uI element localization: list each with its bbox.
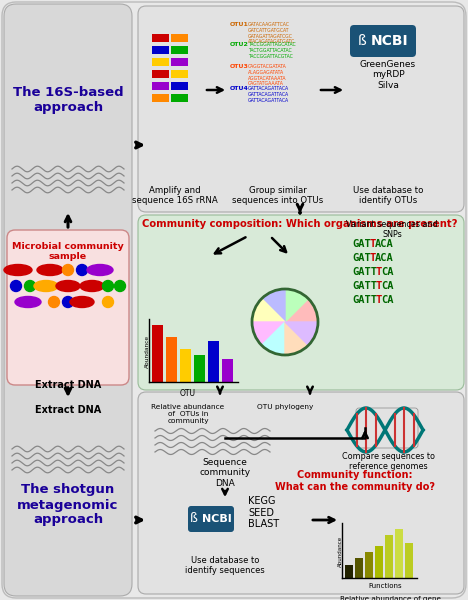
Text: OTU4: OTU4	[230, 86, 249, 91]
Text: GATACAAGATTCAC
GATCATTGATGCAT
GATAGATTAGATCGC
ATACAGATAGATGATC: GATACAAGATTCAC GATCATTGATGCAT GATAGATTAG…	[248, 22, 295, 44]
Bar	[171, 70, 188, 78]
Text: Group similar
sequences into OTUs: Group similar sequences into OTUs	[233, 185, 324, 205]
Text: OTU: OTU	[180, 389, 196, 398]
Text: Abundance: Abundance	[337, 535, 343, 566]
FancyBboxPatch shape	[4, 4, 132, 596]
Text: ACA: ACA	[375, 239, 394, 249]
FancyBboxPatch shape	[138, 6, 464, 212]
Text: OTU3: OTU3	[230, 64, 249, 69]
Text: Functions: Functions	[368, 583, 402, 589]
FancyBboxPatch shape	[7, 230, 129, 385]
Text: GATT: GATT	[352, 281, 377, 291]
Ellipse shape	[56, 280, 80, 292]
Circle shape	[63, 296, 73, 307]
Bar	[152, 46, 169, 54]
Bar	[171, 58, 188, 66]
Bar	[152, 82, 169, 90]
Ellipse shape	[37, 265, 63, 275]
Text: GATTACAGATTACA
GATTACAGATTACA
GATTACAGATTACA: GATTACAGATTACA GATTACAGATTACA GATTACAGAT…	[248, 86, 289, 103]
Circle shape	[24, 280, 36, 292]
Text: Use database to
identify sequences: Use database to identify sequences	[185, 556, 265, 575]
Text: OTU phylogeny: OTU phylogeny	[257, 404, 313, 410]
Bar	[395, 529, 403, 578]
FancyBboxPatch shape	[350, 25, 416, 57]
Text: Amplify and
sequence 16S rRNA: Amplify and sequence 16S rRNA	[132, 185, 218, 205]
Text: Community function:
What can the community do?: Community function: What can the communi…	[275, 470, 435, 491]
Bar	[152, 58, 169, 66]
Bar	[405, 542, 413, 578]
Polygon shape	[285, 322, 318, 346]
Circle shape	[63, 265, 73, 275]
Text: NCBI: NCBI	[202, 514, 232, 524]
Text: Compare sequences to
reference genomes: Compare sequences to reference genomes	[342, 452, 434, 472]
Polygon shape	[285, 289, 308, 322]
Bar	[208, 341, 219, 382]
Text: OTU2: OTU2	[230, 42, 249, 47]
Circle shape	[102, 296, 114, 307]
Ellipse shape	[80, 280, 104, 292]
Bar	[222, 359, 233, 382]
Ellipse shape	[4, 265, 32, 275]
Circle shape	[49, 296, 59, 307]
Text: T: T	[375, 281, 381, 291]
Polygon shape	[252, 299, 285, 322]
Circle shape	[76, 265, 88, 275]
Text: Variant sequences and
SNPs: Variant sequences and SNPs	[346, 220, 438, 239]
Ellipse shape	[87, 265, 113, 275]
Text: ACA: ACA	[375, 253, 394, 263]
Text: Microbial community
sample: Microbial community sample	[12, 242, 124, 262]
Bar	[152, 325, 163, 382]
Bar	[355, 558, 363, 578]
Text: CA: CA	[381, 281, 394, 291]
Polygon shape	[252, 322, 285, 346]
Bar	[171, 34, 188, 42]
Text: T: T	[369, 253, 376, 263]
Polygon shape	[262, 322, 285, 355]
Text: CA: CA	[381, 267, 394, 277]
Text: OTU1: OTU1	[230, 22, 249, 27]
Bar	[365, 552, 373, 578]
Text: ß: ß	[358, 34, 366, 48]
Circle shape	[10, 280, 22, 292]
Bar	[345, 565, 353, 578]
Ellipse shape	[34, 280, 58, 292]
Text: The shotgun
metagenomic
approach: The shotgun metagenomic approach	[17, 484, 119, 527]
Text: T: T	[375, 267, 381, 277]
Text: Extract DNA: Extract DNA	[35, 380, 101, 390]
Text: The 16S-based
approach: The 16S-based approach	[13, 86, 123, 114]
Polygon shape	[262, 289, 285, 322]
Text: T: T	[369, 239, 376, 249]
Text: Abundance: Abundance	[145, 334, 149, 368]
Text: Extract DNA: Extract DNA	[35, 405, 101, 415]
Text: Relative abundance of gene
pathways in community: Relative abundance of gene pathways in c…	[339, 596, 440, 600]
Text: Sequence
community
DNA: Sequence community DNA	[199, 458, 250, 488]
Text: CAGGTACGATATA
ALAGGAGATATA
AGGTACATAAATA
CAGTATGAAATA: CAGGTACGATATA ALAGGAGATATA AGGTACATAAATA…	[248, 64, 287, 86]
Text: GAT: GAT	[352, 253, 371, 263]
Bar	[152, 70, 169, 78]
Text: NCBI: NCBI	[371, 34, 409, 48]
Text: Relative abundance
of  OTUs in
community: Relative abundance of OTUs in community	[152, 404, 225, 424]
FancyBboxPatch shape	[188, 506, 234, 532]
Bar	[171, 94, 188, 102]
Bar	[166, 337, 177, 382]
FancyBboxPatch shape	[138, 215, 464, 390]
Text: ß: ß	[190, 512, 198, 526]
Text: GAT: GAT	[352, 239, 371, 249]
Bar	[385, 535, 393, 578]
Ellipse shape	[15, 296, 41, 307]
Bar	[152, 34, 169, 42]
Text: Community composition: Which organisms are present?: Community composition: Which organisms a…	[142, 219, 458, 229]
Polygon shape	[285, 299, 318, 322]
Circle shape	[102, 280, 114, 292]
Circle shape	[115, 280, 125, 292]
Text: GATT: GATT	[352, 267, 377, 277]
Bar	[152, 94, 169, 102]
Text: GreenGenes
myRDP
Silva: GreenGenes myRDP Silva	[360, 60, 416, 90]
FancyBboxPatch shape	[138, 392, 464, 594]
Text: CA: CA	[381, 295, 394, 305]
Text: KEGG
SEED
BLAST: KEGG SEED BLAST	[248, 496, 279, 529]
Text: GATT: GATT	[352, 295, 377, 305]
Bar	[375, 546, 383, 578]
Ellipse shape	[70, 296, 94, 307]
